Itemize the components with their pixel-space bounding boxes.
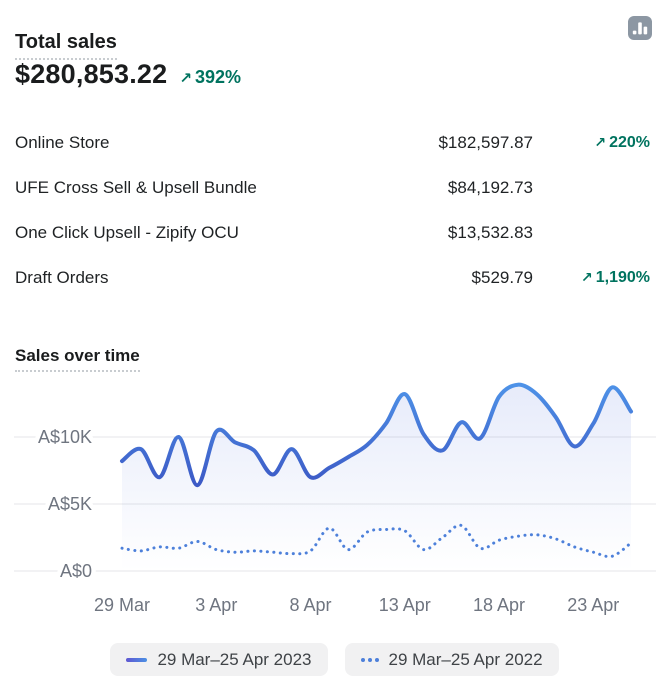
dotted-line-swatch-icon bbox=[360, 657, 379, 662]
legend-label-2023: 29 Mar–25 Apr 2023 bbox=[157, 649, 312, 669]
legend-item-2023: 29 Mar–25 Apr 2023 bbox=[110, 643, 328, 676]
channel-change bbox=[533, 179, 650, 197]
channel-change: ↗ 220% bbox=[533, 134, 650, 152]
x-axis-label: 29 Mar bbox=[94, 595, 150, 615]
x-axis-label: 13 Apr bbox=[379, 595, 431, 615]
breakdown-row-one-click-upsell: One Click Upsell - Zipify OCU $13,532.83 bbox=[15, 210, 650, 255]
line-2022 bbox=[120, 523, 633, 559]
total-sales-value: $280,853.22 bbox=[15, 59, 168, 89]
total-sales-change-value: 392% bbox=[194, 67, 241, 87]
channel-amount: $182,597.87 bbox=[438, 132, 533, 152]
channel-amount: $13,532.83 bbox=[447, 222, 533, 242]
channel-amount: $84,192.73 bbox=[447, 177, 533, 197]
x-axis-label: 3 Apr bbox=[195, 595, 237, 615]
sales-over-time-chart: A$0 A$5K A$10K 29 Mar 3 Apr 8 Apr 13 Apr 18 Apr… bbox=[14, 382, 656, 615]
trend-up-icon: ↗ bbox=[581, 268, 593, 285]
channel-label: Draft Orders bbox=[15, 267, 109, 287]
line-2023 bbox=[120, 382, 633, 488]
total-sales-change: ↗ 392% bbox=[179, 67, 241, 88]
channel-amount: $529.79 bbox=[471, 267, 533, 287]
y-axis-label: A$5K bbox=[48, 494, 92, 514]
channel-label: One Click Upsell - Zipify OCU bbox=[15, 222, 239, 242]
channel-label: UFE Cross Sell & Upsell Bundle bbox=[15, 177, 257, 197]
sales-breakdown-list: Online Store $182,597.87 ↗ 220% UFE Cross… bbox=[15, 120, 650, 300]
channel-change-value: 220% bbox=[609, 133, 650, 151]
y-axis-label: A$10K bbox=[38, 427, 92, 447]
bar-chart-icon bbox=[632, 22, 648, 35]
area-fill-2023 bbox=[122, 384, 631, 571]
channel-change: ↗ 1,190% bbox=[533, 269, 650, 287]
chart-title[interactable]: Sales over time bbox=[15, 346, 140, 372]
chart-legend: 29 Mar–25 Apr 2023 29 Mar–25 Apr 2022 bbox=[0, 643, 669, 676]
breakdown-row-online-store: Online Store $182,597.87 ↗ 220% bbox=[15, 120, 650, 165]
y-axis-label: A$0 bbox=[60, 561, 92, 581]
trend-up-icon: ↗ bbox=[594, 133, 607, 150]
legend-item-2022: 29 Mar–25 Apr 2022 bbox=[344, 643, 559, 676]
x-axis-label: 23 Apr bbox=[567, 595, 619, 615]
legend-label-2022: 29 Mar–25 Apr 2022 bbox=[388, 649, 543, 669]
card-title[interactable]: Total sales bbox=[15, 30, 117, 60]
trend-up-icon: ↗ bbox=[179, 70, 192, 87]
view-report-button[interactable] bbox=[628, 16, 652, 40]
chart-title-text: Sales over time bbox=[15, 346, 140, 372]
x-axis-label: 18 Apr bbox=[473, 595, 525, 615]
channel-label: Online Store bbox=[15, 132, 110, 152]
x-axis-label: 8 Apr bbox=[289, 595, 331, 615]
total-sales-summary: $280,853.22 ↗ 392% bbox=[15, 59, 241, 90]
channel-change-value: 1,190% bbox=[595, 268, 650, 286]
card-title-text: Total sales bbox=[15, 30, 117, 60]
breakdown-row-ufe-bundle: UFE Cross Sell & Upsell Bundle $84,192.7… bbox=[15, 165, 650, 210]
channel-change bbox=[533, 224, 650, 242]
solid-line-swatch-icon bbox=[126, 657, 148, 662]
breakdown-row-draft-orders: Draft Orders $529.79 ↗ 1,190% bbox=[15, 255, 650, 300]
